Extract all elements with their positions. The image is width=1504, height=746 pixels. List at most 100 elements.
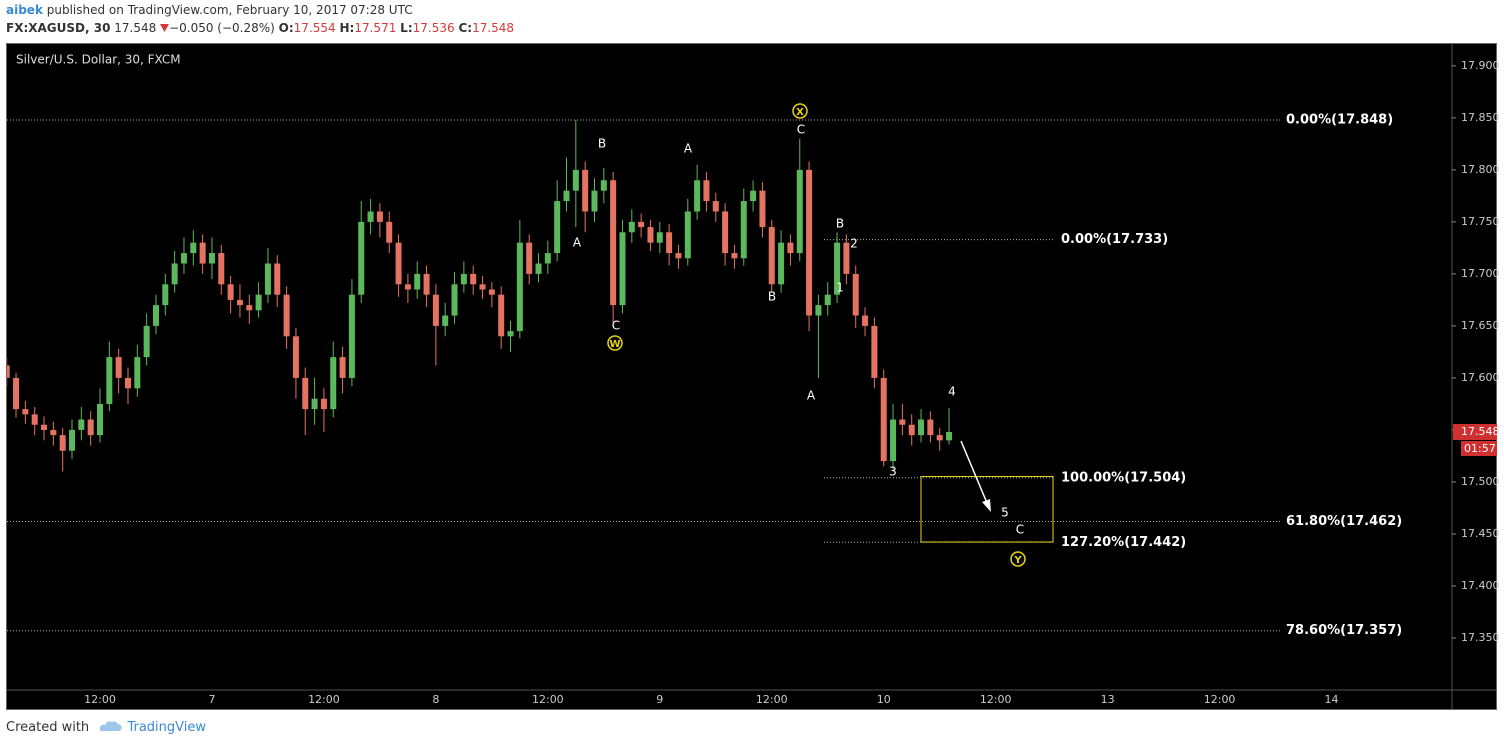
candle-body [13, 377, 20, 410]
candle-body [404, 284, 411, 290]
candle-body [946, 432, 953, 441]
candle-body [423, 273, 430, 295]
candle-body [162, 284, 169, 306]
candle-body [22, 409, 29, 415]
candle-body [740, 201, 747, 259]
close: 17.548 [472, 21, 515, 35]
y-tick-label: 17.400 [1461, 579, 1500, 592]
wave-label: 4 [948, 385, 956, 399]
wave-circle [607, 335, 623, 351]
low: 17.536 [412, 21, 455, 35]
fib-label: 100.00%(17.504) [1061, 470, 1186, 485]
candle-body [694, 180, 701, 212]
candle-body [7, 365, 10, 378]
candle-body [516, 242, 523, 332]
candle-body [703, 180, 710, 202]
brand[interactable]: TradingView [127, 720, 206, 735]
wave-circle [792, 103, 808, 119]
high: 17.571 [354, 21, 397, 35]
candle-body [236, 299, 243, 306]
quote-line: FX:XAGUSD, 30 17.548 −0.050 (−0.28%) O:1… [6, 21, 514, 35]
candle-body [442, 315, 449, 326]
candle-body [246, 305, 253, 311]
wave-label: 1 [836, 281, 844, 295]
wave-label: C [1016, 523, 1024, 537]
candle-body [936, 435, 943, 441]
candle-body [554, 201, 561, 254]
candle-body [675, 253, 682, 259]
candle-body [918, 419, 925, 436]
wave-circle-label: X [796, 107, 804, 118]
target-box [920, 476, 1054, 543]
chart-frame [6, 43, 1497, 710]
x-tick-label: 9 [656, 693, 663, 706]
wave-label: B [598, 137, 606, 151]
candle-body [460, 273, 467, 285]
x-tick-label: 12:00 [1204, 693, 1236, 706]
plot [7, 119, 1280, 632]
candle-body [507, 331, 514, 337]
candle-body [470, 273, 477, 285]
candle-body [582, 169, 589, 212]
candle-body [432, 294, 439, 326]
author[interactable]: aibek [6, 3, 43, 17]
y-tick-label: 17.350 [1461, 631, 1500, 644]
fib-label: 61.80%(17.462) [1286, 514, 1402, 529]
wave-circle [1010, 551, 1026, 567]
candle-body [843, 242, 850, 274]
x-tick-label: 13 [1101, 693, 1115, 706]
wave-circle-label: W [609, 339, 620, 350]
candle-body [87, 419, 94, 436]
last: 17.548 [114, 21, 157, 35]
candle-body [292, 336, 299, 378]
candle-body [852, 273, 859, 316]
x-tick-label: 12:00 [532, 693, 564, 706]
candle-body [796, 169, 803, 254]
candle-body [451, 284, 458, 316]
candle-body [124, 377, 131, 389]
wave-label: B [768, 290, 776, 304]
last-price-label: 17.548 [1461, 425, 1500, 438]
wave-label: 3 [889, 465, 897, 479]
created-with: Created with [6, 720, 90, 735]
x-tick-label: 7 [208, 693, 215, 706]
candle-body [890, 419, 897, 462]
candle-body [544, 253, 551, 264]
candle-body [591, 190, 598, 212]
candle-body [255, 294, 262, 311]
candle-body [647, 227, 654, 243]
candle-body [59, 435, 66, 451]
close-label: C: [458, 21, 473, 35]
x-tick-label: 12:00 [84, 693, 116, 706]
low-label: L: [400, 21, 413, 35]
candle-body [684, 211, 691, 259]
published: published on TradingView.com, February 1… [46, 3, 413, 17]
tv-logo [100, 721, 122, 731]
candle-body [274, 263, 281, 295]
candle-body [479, 284, 486, 290]
candle-body [619, 232, 626, 306]
x-tick-label: 12:00 [980, 693, 1012, 706]
candle-body [563, 190, 570, 202]
candle-body [311, 398, 318, 410]
candle-body [97, 403, 103, 436]
wave-circle-label: Y [1013, 555, 1022, 566]
candle-body [152, 305, 159, 326]
candle-body [376, 211, 383, 222]
candle-body [600, 180, 607, 191]
candle-body [806, 169, 813, 316]
open: 17.554 [293, 21, 336, 35]
symbol: FX:XAGUSD, 30 [6, 21, 111, 35]
x-tick-label: 8 [432, 693, 439, 706]
candle-body [302, 377, 309, 410]
candle-body [208, 253, 215, 264]
y-tick-label: 17.650 [1461, 319, 1500, 332]
candle-body [908, 424, 915, 436]
candle-body [180, 253, 187, 264]
candle-body [395, 242, 402, 285]
candle-body [358, 221, 365, 295]
candle-body [199, 242, 206, 264]
x-tick-label: 14 [1325, 693, 1339, 706]
wave-label: C [612, 319, 620, 333]
candle-body [778, 242, 785, 285]
